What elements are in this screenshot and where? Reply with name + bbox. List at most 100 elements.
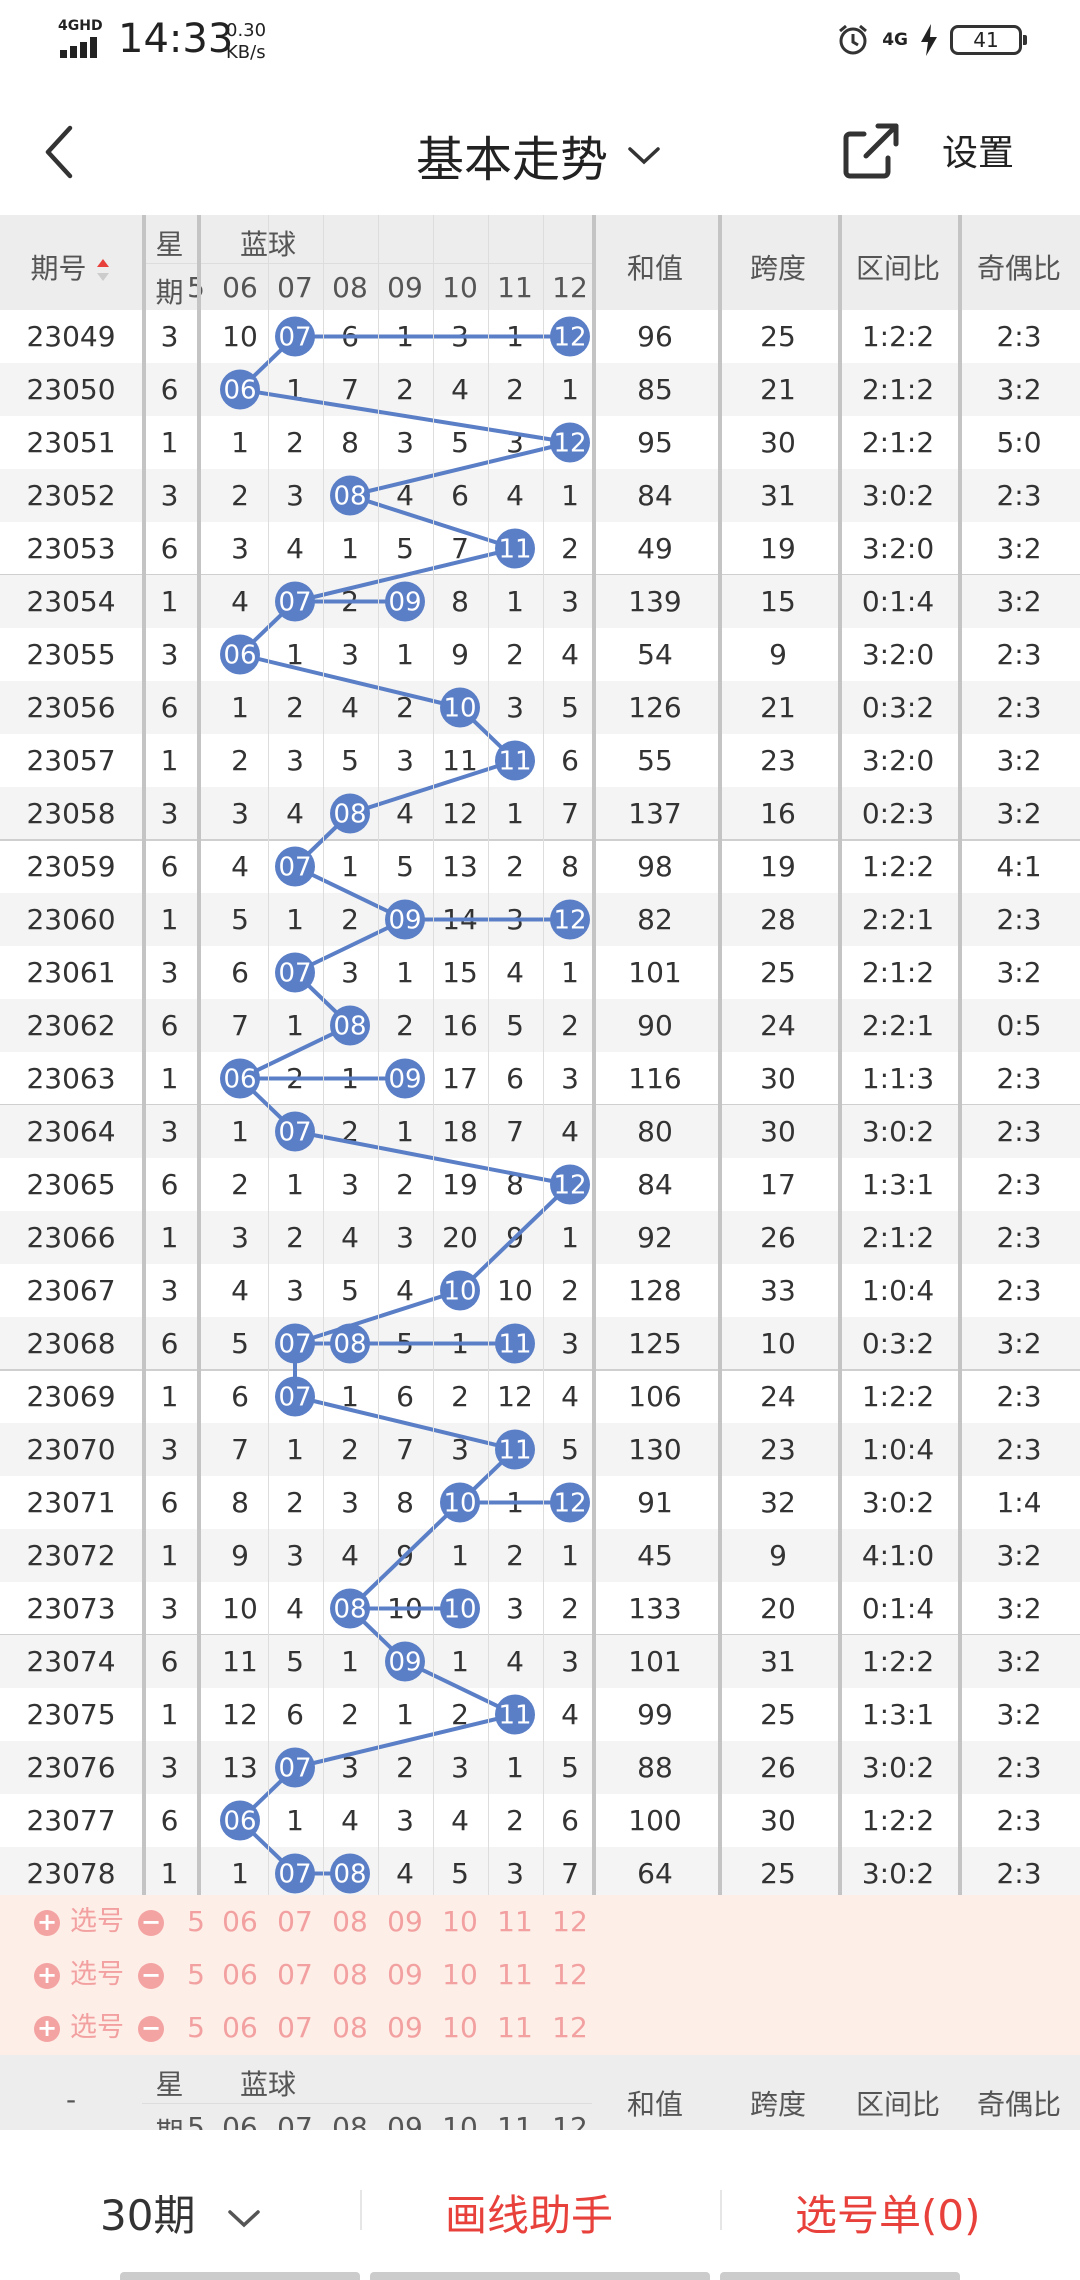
- selectable-number[interactable]: 06: [222, 2011, 258, 2044]
- table-row: 2306015121431282282:2:12:3: [0, 893, 1080, 946]
- selectable-number[interactable]: 10: [442, 2011, 478, 2044]
- selectable-number[interactable]: 12: [552, 1905, 588, 1938]
- span-cell: 30: [760, 1115, 796, 1148]
- selectable-number[interactable]: 12: [552, 1958, 588, 1991]
- table-row: 23050 6 1 7 2 4 2 1 85 21 2:1:2 3:2: [0, 363, 1080, 416]
- miss-count-cell: 2: [451, 1380, 469, 1413]
- net-speed: 0.30 KB/s: [226, 20, 266, 64]
- miss-count-cell: 1: [231, 1857, 249, 1890]
- issue-sort-header[interactable]: 期号: [0, 247, 142, 287]
- table-row: 23068650851113125100:3:23:2: [0, 1317, 1080, 1370]
- miss-count-cell: 3: [341, 956, 359, 989]
- miss-count-cell: 3: [231, 797, 249, 830]
- span-cell: 21: [760, 691, 796, 724]
- miss-count-cell: 3: [286, 1274, 304, 1307]
- selectable-number[interactable]: 08: [332, 2011, 368, 2044]
- miss-count-cell: 6: [231, 956, 249, 989]
- footer-blue-col-header: 5: [187, 2111, 205, 2130]
- net-speed-unit: KB/s: [226, 42, 266, 63]
- miss-count-cell: 2: [561, 532, 579, 565]
- trend-line-segment: [349, 758, 516, 816]
- miss-count-cell: 18: [442, 1115, 478, 1148]
- blue-ball: [495, 740, 535, 781]
- selection-area: + 选号 −5 06 07 08 09 10 11 12 + 选号 −5 06 07 08 09 10 11 12 + 选…: [0, 1895, 1080, 2055]
- add-icon[interactable]: +: [34, 2016, 60, 2042]
- miss-count-cell: 2: [286, 1221, 304, 1254]
- selectable-number[interactable]: 11: [497, 1958, 533, 1991]
- trend-lines: 0706120811070610110807090708060712100707…: [220, 316, 590, 1894]
- selectable-number[interactable]: 10: [442, 1958, 478, 1991]
- selectable-number[interactable]: 5: [187, 1958, 205, 1991]
- trend-line-segment: [404, 1659, 516, 1717]
- sum-cell: 64: [637, 1857, 673, 1890]
- weekday-cell: 1: [160, 1698, 179, 1731]
- header-divider: [142, 263, 592, 264]
- table-row: 2305414209813139150:1:43:2: [0, 575, 1080, 628]
- miss-count-cell: 2: [341, 1698, 359, 1731]
- selectable-number[interactable]: 5: [187, 1905, 205, 1938]
- share-icon[interactable]: [838, 118, 904, 184]
- sum-cell: 45: [637, 1539, 673, 1572]
- trend-line-segment: [294, 917, 406, 975]
- miss-count-cell: 5: [396, 850, 414, 883]
- miss-count-cell: 3: [231, 532, 249, 565]
- selectable-number[interactable]: 06: [222, 1958, 258, 1991]
- span-cell: 25: [760, 1857, 796, 1890]
- span-cell: 33: [760, 1274, 796, 1307]
- span-cell: 20: [760, 1592, 796, 1625]
- remove-icon[interactable]: −: [138, 1910, 164, 1936]
- selectable-number[interactable]: 08: [332, 1905, 368, 1938]
- miss-count-cell: 5: [506, 1009, 524, 1042]
- zone-ratio-cell: 2:1:2: [861, 426, 935, 459]
- miss-count-cell: 9: [451, 638, 469, 671]
- selectable-number[interactable]: 07: [277, 1905, 313, 1938]
- selectable-number[interactable]: 11: [497, 2011, 533, 2044]
- selectable-number[interactable]: 07: [277, 1958, 313, 1991]
- draw-helper-button[interactable]: 画线助手: [445, 2191, 614, 2240]
- period-label: 30期: [100, 2191, 196, 2240]
- blue-ball-number: 07: [278, 1330, 311, 1360]
- add-icon[interactable]: +: [34, 1910, 60, 1936]
- miss-count-cell: 3: [561, 1062, 579, 1095]
- weekday-cell: 3: [160, 797, 179, 830]
- selectable-number[interactable]: 08: [332, 1958, 368, 1991]
- miss-count-cell: 3: [396, 744, 414, 777]
- remove-icon[interactable]: −: [138, 1963, 164, 1989]
- blue-ball: [275, 1853, 315, 1894]
- selection-list-button[interactable]: 选号单(0): [795, 2191, 981, 2240]
- selectable-number[interactable]: 09: [387, 2011, 423, 2044]
- miss-count-cell: 2: [396, 373, 414, 406]
- settings-button[interactable]: 设置: [942, 133, 1015, 174]
- issue-cell: 23067: [26, 1274, 116, 1307]
- blue-ball-number: 06: [223, 376, 256, 406]
- table-row: 23061 3 6 3 1 15 4 1 101 25 2:1:2 3:2: [0, 946, 1080, 999]
- zone-ratio-cell: 1:2:2: [861, 320, 935, 353]
- period-selector[interactable]: 30期: [0, 2130, 360, 2280]
- column-divider: [197, 215, 201, 1895]
- miss-count-cell: 12: [497, 1380, 533, 1413]
- miss-count-cell: 3: [561, 585, 579, 618]
- issue-cell: 23073: [26, 1592, 116, 1625]
- add-icon[interactable]: +: [34, 1963, 60, 1989]
- title-dropdown[interactable]: 基本走势: [0, 120, 1080, 190]
- back-icon[interactable]: [40, 122, 80, 182]
- selectable-number[interactable]: 06: [222, 1905, 258, 1938]
- blue-ball-number: 07: [278, 1118, 311, 1148]
- remove-icon[interactable]: −: [138, 2016, 164, 2042]
- selectable-number[interactable]: 07: [277, 2011, 313, 2044]
- selectable-number[interactable]: 11: [497, 1905, 533, 1938]
- blue-ball: [440, 1482, 480, 1523]
- blue-ball: [495, 528, 535, 569]
- sum-cell: 54: [637, 638, 673, 671]
- selectable-number[interactable]: 09: [387, 1958, 423, 1991]
- selectable-number[interactable]: 5: [187, 2011, 205, 2044]
- table-row: 23070 3 7 1 2 7 3 5 130 23 1:0:4 2:3: [0, 1423, 1080, 1476]
- blue-ball: [275, 581, 315, 622]
- blue-ball-number: 11: [498, 1330, 531, 1360]
- selectable-number[interactable]: 10: [442, 1905, 478, 1938]
- miss-count-cell: 2: [341, 903, 359, 936]
- footer-header-divider: [142, 2103, 592, 2104]
- selectable-number[interactable]: 12: [552, 2011, 588, 2044]
- selectable-number[interactable]: 09: [387, 1905, 423, 1938]
- miss-count-cell: 7: [396, 1433, 414, 1466]
